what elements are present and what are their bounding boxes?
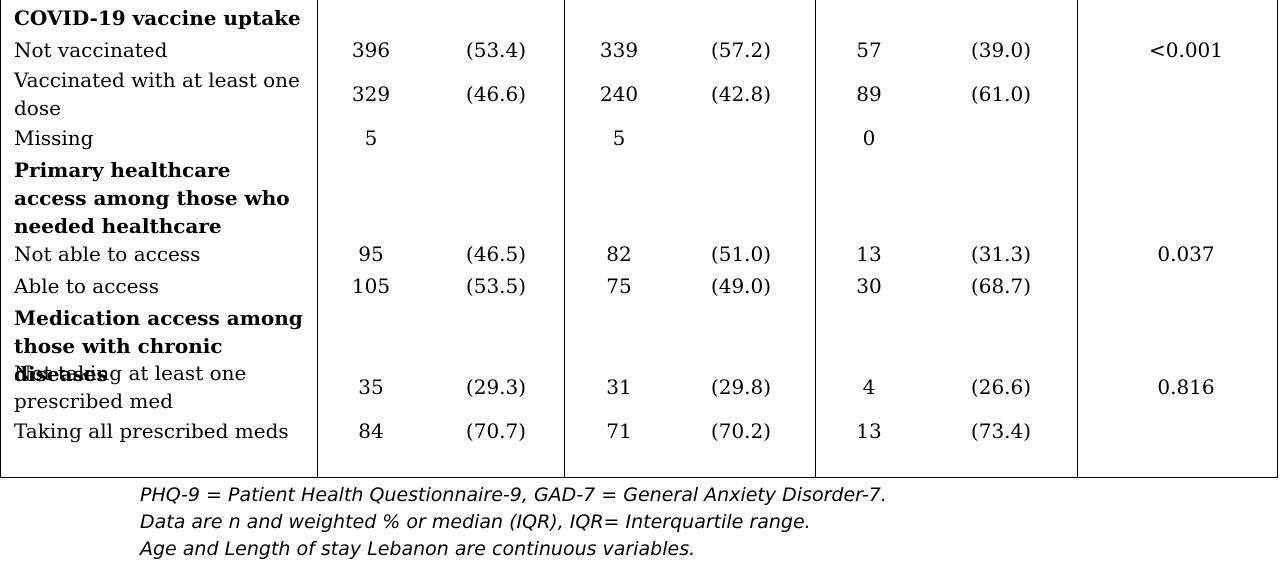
cell-n-group1: 71 (606, 419, 632, 443)
footnote-continuous-variables: Age and Length of stay Lebanon are conti… (140, 538, 696, 560)
cell-n-total: 84 (358, 419, 384, 443)
cell-n-total: 396 (351, 38, 391, 62)
cell-n-group2: 13 (856, 242, 882, 266)
cell-n-group1: 339 (599, 38, 639, 62)
cell-n-total: 95 (358, 242, 384, 266)
cell-pct-group2: (61.0) (970, 82, 1032, 106)
cell-n-group2: 0 (862, 126, 876, 150)
cell-pct-group1: (42.8) (710, 82, 772, 106)
cell-pct-total: (53.4) (465, 38, 527, 62)
footnote-data-format: Data are n and weighted % or median (IQR… (140, 511, 811, 533)
cell-n-group1: 31 (606, 375, 632, 399)
cell-pct-group2: (73.4) (970, 419, 1032, 443)
cell-pct-total: (46.5) (465, 242, 527, 266)
column-divider (1077, 0, 1078, 478)
cell-pct-group2: (26.6) (970, 375, 1032, 399)
cell-pct-total: (53.5) (465, 274, 527, 298)
cell-pct-group1: (49.0) (710, 274, 772, 298)
row-label: Missing (14, 126, 94, 150)
cell-n-group1: 5 (612, 126, 626, 150)
column-divider (564, 0, 565, 478)
cell-pct-group1: (29.8) (710, 375, 772, 399)
section-heading-medication-access: Medication access among those with chron… (14, 306, 303, 386)
cell-pct-group2: (39.0) (970, 38, 1032, 62)
cell-p-value: 0.037 (1157, 242, 1215, 266)
row-label: Able to access (14, 274, 159, 298)
footnote-abbreviations: PHQ-9 = Patient Health Questionnaire-9, … (140, 484, 887, 506)
cell-n-total: 105 (351, 274, 391, 298)
cell-pct-total: (70.7) (465, 419, 527, 443)
cell-pct-group1: (70.2) (710, 419, 772, 443)
data-table: COVID-19 vaccine uptake Not vaccinated 3… (0, 0, 1278, 478)
column-divider (815, 0, 816, 478)
cell-n-group2: 30 (856, 274, 882, 298)
cell-n-total: 5 (364, 126, 378, 150)
row-label: Vaccinated with at least one dose (14, 68, 300, 120)
cell-pct-group2: (31.3) (970, 242, 1032, 266)
cell-n-group2: 89 (856, 82, 882, 106)
row-label: Taking all prescribed meds (14, 419, 289, 443)
cell-n-group2: 57 (856, 38, 882, 62)
cell-n-total: 35 (358, 375, 384, 399)
cell-pct-group2: (68.7) (970, 274, 1032, 298)
section-heading-vaccine: COVID-19 vaccine uptake (14, 6, 301, 30)
cell-pct-total: (46.6) (465, 82, 527, 106)
cell-n-total: 329 (351, 82, 391, 106)
section-heading-healthcare-access: Primary healthcare access among those wh… (14, 158, 290, 238)
table-footnotes: PHQ-9 = Patient Health Questionnaire-9, … (140, 482, 887, 563)
cell-p-value: 0.816 (1157, 375, 1215, 399)
row-label: Not able to access (14, 242, 201, 266)
row-label: Not taking at least one prescribed med (14, 361, 247, 413)
cell-n-group2: 4 (862, 375, 876, 399)
cell-n-group1: 75 (606, 274, 632, 298)
row-label: Not vaccinated (14, 38, 168, 62)
column-divider (317, 0, 318, 478)
cell-pct-total: (29.3) (465, 375, 527, 399)
cell-n-group1: 82 (606, 242, 632, 266)
cell-pct-group1: (51.0) (710, 242, 772, 266)
cell-p-value: <0.001 (1148, 38, 1223, 62)
cell-n-group1: 240 (599, 82, 639, 106)
cell-pct-group1: (57.2) (710, 38, 772, 62)
cell-n-group2: 13 (856, 419, 882, 443)
